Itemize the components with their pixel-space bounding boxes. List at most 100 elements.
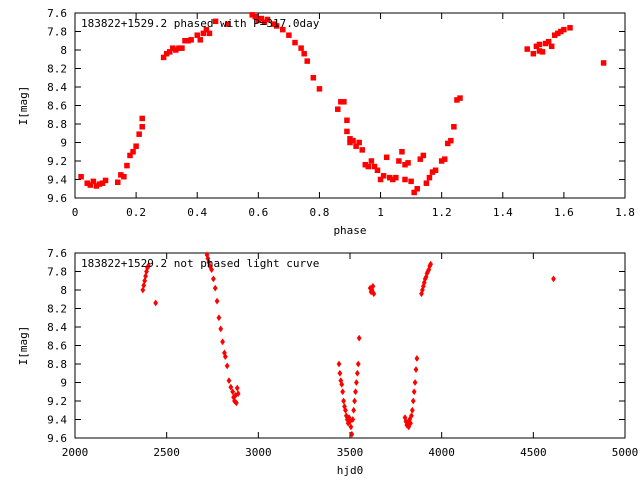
data-point [567,25,573,31]
data-point [317,86,323,92]
data-point [130,149,136,155]
data-point [350,138,356,144]
data-point [298,45,304,51]
data-point [198,37,204,43]
data-point [399,149,405,155]
x-tick-label: 2000 [62,446,89,459]
data-point [411,398,416,405]
y-tick-label: 8.8 [47,118,67,131]
data-point [375,168,381,174]
y-tick-label: 9.4 [47,414,67,427]
x-tick-label: 0.4 [187,206,207,219]
x-tick-label: 0 [72,206,79,219]
x-tick-label: 3500 [337,446,364,459]
data-point [337,361,342,368]
y-tick-label: 8 [60,284,67,297]
data-point [124,163,130,169]
data-point [537,42,543,48]
data-point [352,398,357,405]
y-tick-label: 8.8 [47,358,67,371]
data-point [451,124,457,129]
data-point [531,51,537,57]
y-tick-label: 8.6 [47,100,67,113]
data-point [457,95,463,101]
y-axis-label: I[mag] [17,326,30,366]
y-tick-label: 9.2 [47,155,67,168]
data-point [103,178,109,184]
y-tick-label: 7.6 [47,247,67,260]
data-point [551,276,556,283]
data-point [353,388,358,395]
data-point [412,388,417,395]
x-tick-label: 4000 [428,446,455,459]
data-point [410,407,415,414]
data-point [402,177,408,183]
data-point [405,160,411,166]
data-point [524,46,530,52]
data-point [381,173,387,179]
data-point [414,366,419,373]
data-point [369,158,375,164]
x-axis-label: hjd0 [337,464,364,477]
data-point [188,37,194,43]
data-point [359,147,365,153]
data-point [341,99,347,105]
data-point [220,338,225,345]
x-tick-label: 2500 [153,446,180,459]
data-point [217,314,222,321]
x-tick-label: 3000 [245,446,272,459]
x-tick-label: 0.8 [310,206,330,219]
data-point [338,370,343,377]
data-point [304,58,310,64]
y-tick-label: 9.6 [47,432,67,445]
data-point [335,106,341,112]
data-point [427,175,433,181]
data-point [207,31,213,36]
x-tick-label: 0.6 [248,206,268,219]
data-point [540,49,546,55]
data-point [225,362,230,369]
x-tick-label: 1.8 [615,206,635,219]
unphased-chart-title: 183822+1529.2 not phased light curve [81,257,319,270]
x-tick-label: 4500 [520,446,547,459]
data-point [424,180,430,186]
data-point [354,379,359,386]
data-point [396,158,402,164]
y-tick-label: 8 [60,44,67,57]
data-point [448,138,454,144]
phased-chart-title: 183822+1529.2 phased with P=317.0day [81,17,320,30]
phased-plot-frame [75,13,625,198]
y-axis-label: I[mag] [17,86,30,126]
data-point [213,285,218,292]
x-tick-label: 1.4 [493,206,513,219]
data-point [393,175,399,181]
y-tick-label: 8.2 [47,63,67,76]
data-point [215,298,220,305]
data-point [136,131,142,137]
phased-light-curve-panel: 0 0.2 0.4 0.6 0.8 1 1.2 1.4 1.6 1.87.67.888.28.48… [17,7,635,237]
data-point [357,335,362,342]
data-point [351,407,356,414]
data-point [286,32,292,38]
data-point [344,118,350,124]
y-tick-label: 8.6 [47,340,67,353]
data-point [433,168,439,174]
y-tick-label: 8.4 [47,321,67,334]
y-tick-label: 8.4 [47,81,67,94]
data-point [340,388,345,395]
data-point [408,179,414,185]
data-point [235,385,240,392]
y-tick-label: 7.8 [47,26,67,39]
data-point [311,75,317,81]
y-tick-label: 9.4 [47,174,67,187]
y-tick-label: 9 [60,377,67,390]
data-point [133,143,139,149]
data-point [139,124,145,129]
data-point [384,155,390,161]
y-tick-label: 7.8 [47,266,67,279]
x-tick-label: 1.2 [432,206,452,219]
x-axis-label: phase [333,224,366,237]
data-point [292,40,298,46]
y-tick-label: 9.6 [47,192,67,205]
data-point [366,164,372,170]
